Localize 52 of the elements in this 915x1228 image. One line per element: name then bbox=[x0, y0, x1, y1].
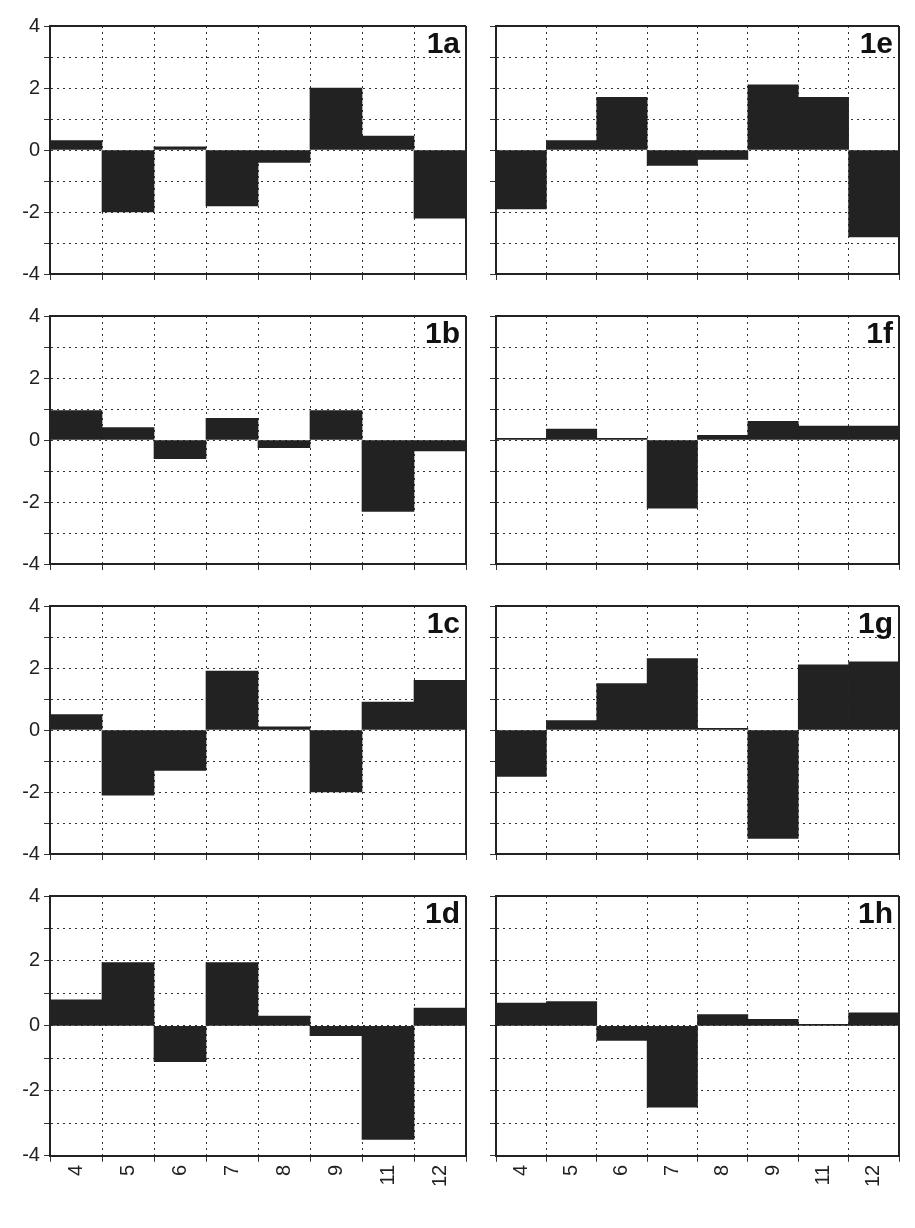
x-tick-label: 7 bbox=[219, 1164, 242, 1176]
bar bbox=[205, 417, 259, 440]
bar bbox=[153, 440, 207, 459]
bar bbox=[309, 410, 363, 440]
annotation: 1a bbox=[426, 26, 461, 60]
y-tick-label: 4 bbox=[28, 13, 40, 36]
x-tick-label: 8 bbox=[271, 1164, 294, 1176]
annotation: 1c bbox=[426, 606, 460, 640]
x-tick-label: 12 bbox=[427, 1164, 450, 1187]
x-tick-label: 8 bbox=[710, 1164, 733, 1176]
annotation: 1h bbox=[857, 896, 893, 930]
y-tick-label: 2 bbox=[28, 948, 40, 971]
bar bbox=[101, 150, 155, 213]
y-tick-label: 2 bbox=[28, 365, 40, 388]
y-tick-label: 4 bbox=[28, 303, 40, 326]
bar bbox=[153, 1026, 207, 1062]
x-tick-label: 11 bbox=[810, 1164, 833, 1186]
x-tick-label: 6 bbox=[167, 1164, 190, 1176]
y-tick-label: 0 bbox=[28, 427, 40, 450]
x-tick-label: 12 bbox=[861, 1164, 884, 1187]
x-tick-label: 9 bbox=[323, 1164, 346, 1176]
y-tick-label: 0 bbox=[28, 1013, 40, 1036]
bar bbox=[257, 440, 311, 449]
x-tick-label: 5 bbox=[559, 1164, 582, 1176]
y-tick-label: -4 bbox=[22, 841, 40, 864]
y-tick-label: -4 bbox=[22, 551, 40, 574]
y-tick-label: -2 bbox=[22, 1078, 40, 1101]
x-tick-label: 5 bbox=[115, 1164, 138, 1176]
y-tick-label: -4 bbox=[22, 1143, 40, 1166]
x-tick-label: 7 bbox=[659, 1164, 682, 1176]
y-tick-label: -2 bbox=[22, 489, 40, 512]
annotation: 1d bbox=[424, 896, 460, 930]
y-tick-label: 4 bbox=[28, 593, 40, 616]
y-tick-label: 4 bbox=[28, 883, 40, 906]
annotation: 1e bbox=[859, 26, 893, 60]
y-tick-label: -2 bbox=[22, 199, 40, 222]
x-tick-label: 11 bbox=[375, 1164, 398, 1186]
annotation: 1g bbox=[857, 606, 893, 640]
y-tick-label: 2 bbox=[28, 75, 40, 98]
x-tick-label: 4 bbox=[63, 1164, 86, 1176]
x-tick-label: 9 bbox=[760, 1164, 783, 1176]
y-tick-label: -4 bbox=[22, 261, 40, 284]
y-tick-label: 0 bbox=[28, 137, 40, 160]
bar bbox=[153, 146, 207, 150]
bar bbox=[309, 730, 363, 793]
x-tick-label: 4 bbox=[508, 1164, 531, 1176]
x-tick-label: 6 bbox=[609, 1164, 632, 1176]
annotation: 1f bbox=[866, 316, 894, 350]
y-tick-label: 0 bbox=[28, 717, 40, 740]
annotation: 1b bbox=[424, 316, 460, 350]
y-tick-label: -2 bbox=[22, 779, 40, 802]
y-tick-label: 2 bbox=[28, 655, 40, 678]
